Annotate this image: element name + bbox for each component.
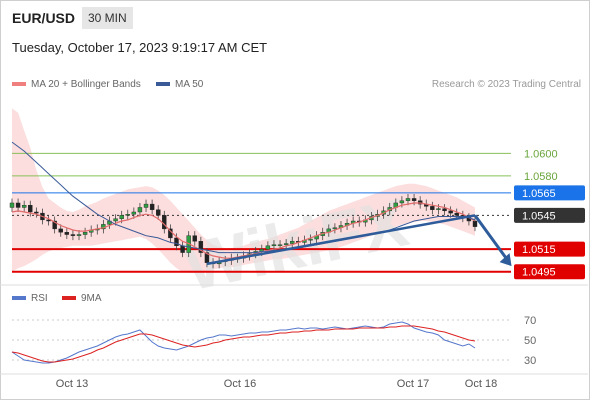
research-credit: Research © 2023 Trading Central	[431, 79, 581, 90]
rsi-tick-2: 30	[524, 355, 536, 367]
level-box-4	[514, 241, 585, 257]
rsi-tick-1: 50	[524, 335, 536, 347]
candle-body-2	[21, 205, 27, 208]
candle-body-24	[156, 209, 161, 216]
x-tick-3: Oct 18	[465, 378, 497, 390]
x-tick-1: Oct 16	[224, 378, 256, 390]
candle-body-25	[162, 215, 167, 230]
candle-body-1	[15, 202, 21, 208]
support-trendline	[206, 214, 476, 266]
ma20-line	[11, 202, 476, 259]
legend-rsi-label: RSI	[31, 293, 48, 304]
candle-body-20	[131, 211, 137, 215]
level-box-5	[514, 264, 585, 280]
ma50-swatch	[156, 82, 170, 87]
timeframe-badge[interactable]: 30 MIN	[82, 7, 133, 29]
candle-body-21	[137, 207, 143, 213]
candle-body-71	[442, 208, 447, 212]
legend-9ma-label: 9MA	[81, 293, 102, 304]
legend-ma20-label: MA 20 + Bollinger Bands	[31, 79, 141, 90]
candle-body-23	[149, 203, 155, 210]
candle-body-72	[448, 210, 453, 214]
forecast-arrow-head	[499, 253, 512, 267]
candle-body-30	[192, 235, 197, 242]
candle-body-17	[113, 218, 118, 222]
candle-body-42	[265, 245, 271, 250]
candle-body-11	[76, 234, 82, 236]
candle-body-66	[411, 198, 417, 201]
level-label-4: 1.0515	[522, 244, 556, 256]
level-label-1: 1.0580	[524, 171, 558, 183]
legend-ma50-label: MA 50	[175, 79, 204, 90]
candle-body-9	[64, 232, 70, 235]
level-label-2: 1.0565	[522, 188, 556, 200]
candle-body-0	[9, 202, 15, 208]
legend-rsi: RSI	[12, 293, 48, 304]
candle-body-31	[198, 241, 204, 253]
candle-body-73	[454, 212, 459, 216]
candle-body-70	[436, 208, 441, 210]
candle-body-12	[82, 232, 88, 235]
ma9-swatch	[62, 296, 76, 301]
candle-body-46	[290, 241, 295, 244]
candle-body-19	[125, 214, 130, 216]
candle-body-76	[472, 220, 478, 227]
level-label-3: 1.0545	[522, 210, 556, 222]
legend-ma20: MA 20 + Bollinger Bands	[12, 79, 141, 90]
candle-body-49	[308, 238, 313, 241]
bollinger-band-area	[12, 108, 475, 273]
candle-body-7	[52, 220, 57, 230]
level-box-3	[514, 207, 585, 223]
candle-body-53	[332, 227, 338, 230]
candle-body-27	[174, 237, 179, 246]
candle-body-64	[399, 200, 405, 204]
candle-body-43	[271, 244, 277, 247]
candle-body-8	[58, 228, 63, 233]
ma50-line	[11, 141, 476, 254]
chart-datetime: Tuesday, October 17, 2023 9:19:17 AM CET	[12, 40, 268, 55]
rsi-ma9-line	[11, 325, 476, 363]
ma20-swatch	[12, 82, 26, 87]
legend-ma50: MA 50	[156, 79, 203, 90]
candle-body-3	[28, 205, 33, 213]
x-tick-0: Oct 13	[56, 378, 88, 390]
rsi-line	[11, 321, 476, 364]
forecast-arrow-shaft	[473, 214, 509, 261]
candle-body-45	[283, 243, 289, 245]
candle-body-65	[405, 198, 411, 201]
candle-body-4	[34, 211, 39, 214]
candle-body-18	[119, 215, 124, 219]
rsi-swatch	[12, 296, 26, 301]
rsi-tick-0: 70	[524, 315, 536, 327]
chart-header: EUR/USD 30 MIN	[0, 0, 588, 34]
level-label-0: 1.0600	[524, 148, 558, 160]
x-tick-2: Oct 17	[397, 378, 429, 390]
legend-9ma: 9MA	[62, 293, 102, 304]
level-box-2	[514, 185, 585, 201]
candle-body-28	[180, 245, 185, 253]
symbol-title: EUR/USD	[12, 10, 76, 26]
candle-body-10	[70, 234, 76, 236]
candle-body-69	[430, 206, 435, 210]
watermark-text: WikiFX	[178, 184, 415, 305]
candle-body-22	[143, 203, 149, 208]
level-label-5: 1.0495	[522, 267, 556, 279]
candle-body-44	[277, 244, 283, 246]
